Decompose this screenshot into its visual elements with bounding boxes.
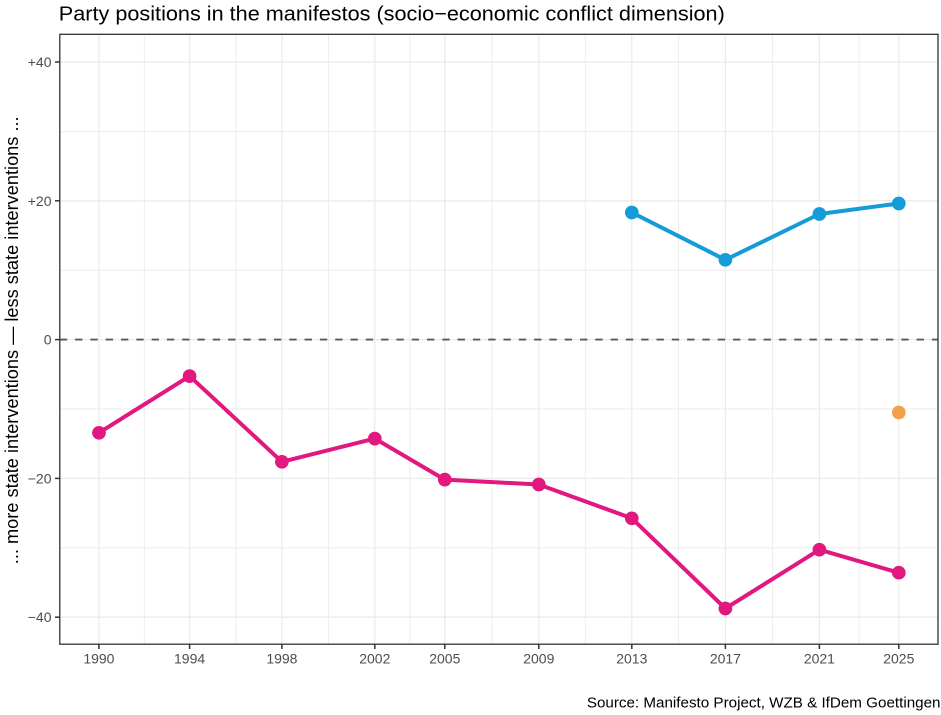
svg-text:−40: −40 — [28, 609, 52, 625]
svg-text:+20: +20 — [28, 193, 52, 209]
svg-text:2002: 2002 — [359, 651, 390, 667]
svg-text:+40: +40 — [28, 54, 52, 70]
svg-text:1990: 1990 — [83, 651, 114, 667]
svg-text:2025: 2025 — [883, 651, 914, 667]
svg-text:Party positions in the manifes: Party positions in the manifestos (socio… — [59, 3, 725, 26]
svg-text:2021: 2021 — [804, 651, 835, 667]
svg-text:2009: 2009 — [523, 651, 554, 667]
svg-text:0: 0 — [44, 332, 52, 348]
svg-text:−20: −20 — [28, 470, 52, 486]
svg-text:1994: 1994 — [174, 651, 205, 667]
svg-text:2017: 2017 — [710, 651, 741, 667]
svg-text:2005: 2005 — [429, 651, 460, 667]
svg-text:2013: 2013 — [616, 651, 647, 667]
svg-text:... more state interventions —: ... more state interventions — less stat… — [2, 116, 22, 564]
svg-text:Source: Manifesto Project, WZB: Source: Manifesto Project, WZB & IfDem G… — [587, 695, 941, 712]
svg-text:1998: 1998 — [266, 651, 297, 667]
